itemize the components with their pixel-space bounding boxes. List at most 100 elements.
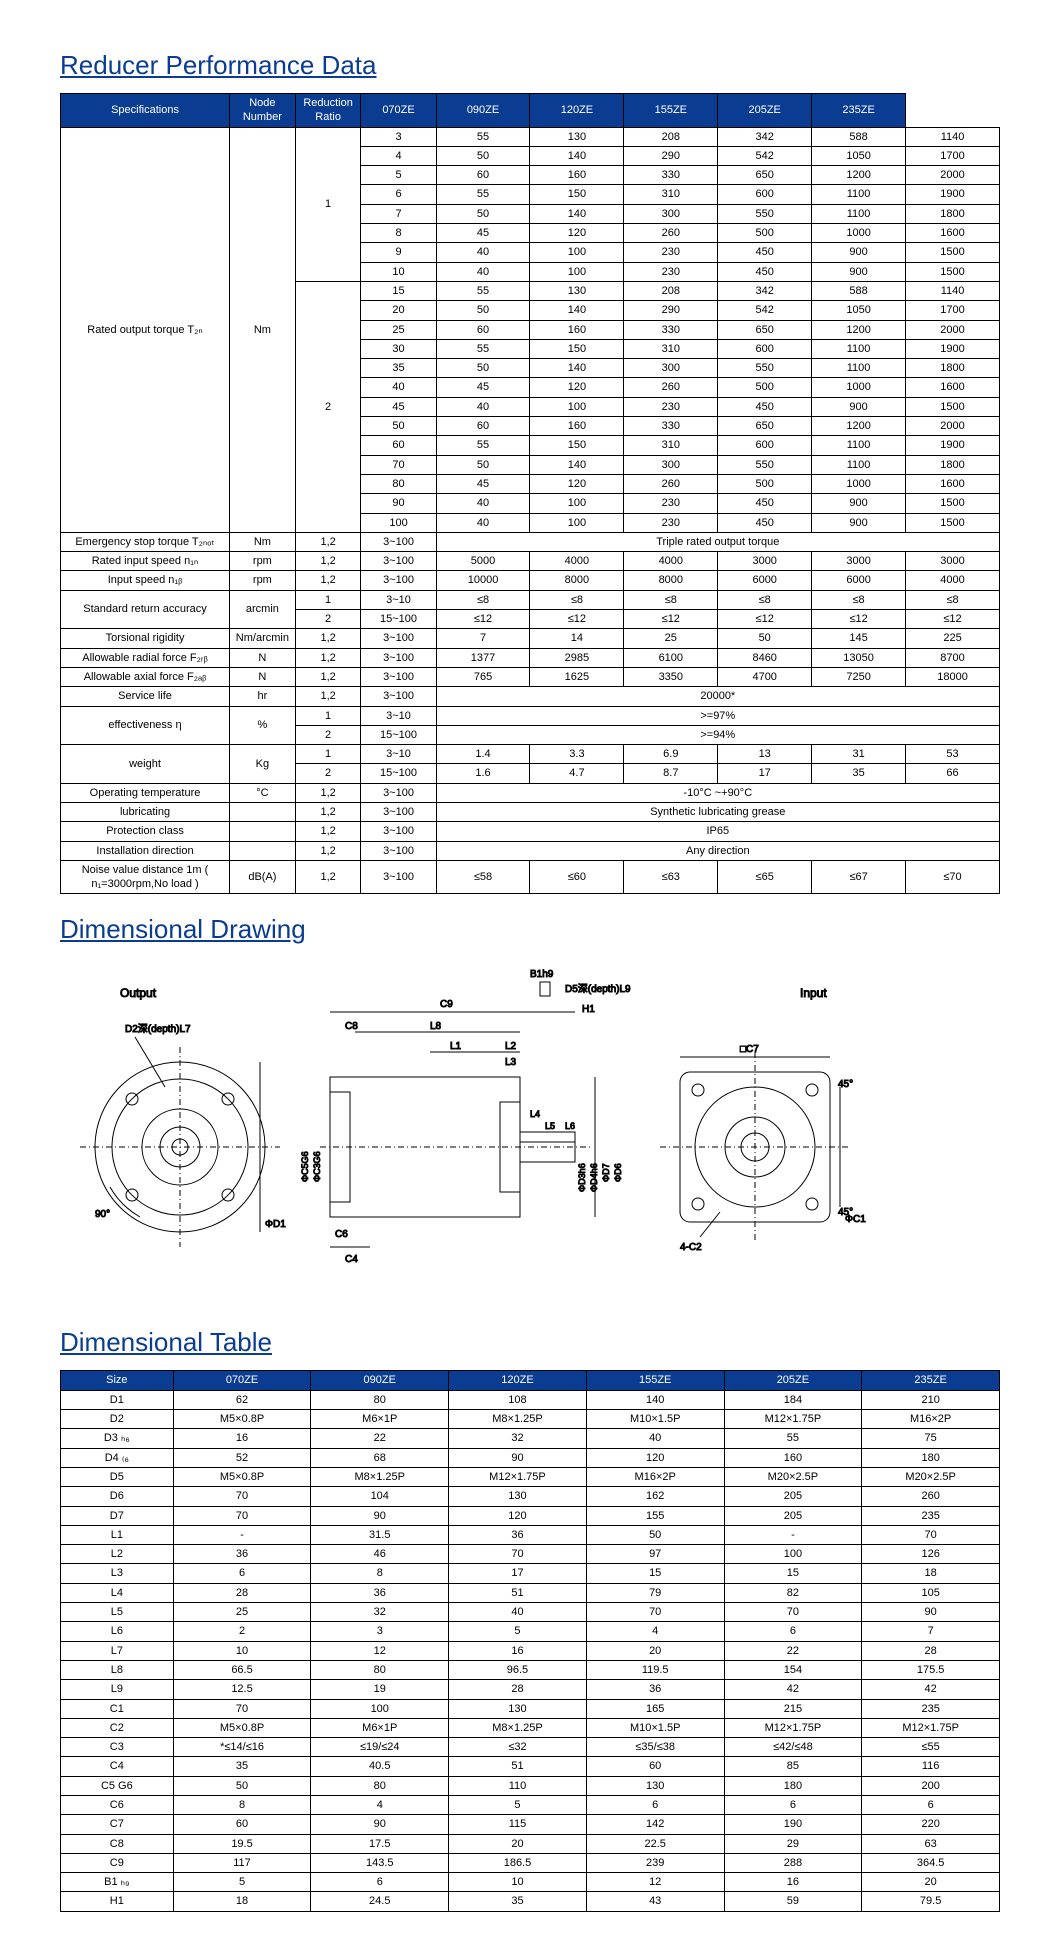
val-cell: 230 [624, 397, 718, 416]
ratio-cell: 3~100 [361, 552, 436, 571]
val-cell: 120 [530, 224, 624, 243]
val-cell: 1.6 [436, 764, 530, 783]
dim-cell: 51 [449, 1757, 587, 1776]
dim-row: C6845666 [61, 1796, 1000, 1815]
val-cell: ≤12 [812, 610, 906, 629]
val-cell: 2000 [906, 417, 1000, 436]
val-cell: 1100 [812, 455, 906, 474]
val-cell: 542 [718, 146, 812, 165]
dim-cell: M5×0.8P [173, 1718, 311, 1737]
svg-text:ΦC3G6: ΦC3G6 [312, 1152, 322, 1183]
dim-cell: 70 [862, 1525, 1000, 1544]
dim-cell: 100 [724, 1545, 862, 1564]
val-cell: 6000 [718, 571, 812, 590]
dim-cell: 32 [449, 1429, 587, 1448]
dim-row: D4 ₍₆526890120160180 [61, 1448, 1000, 1467]
ratio-cell: 3~100 [361, 667, 436, 686]
node-cell: 1,2 [295, 860, 361, 894]
svg-text:H1: H1 [582, 1004, 595, 1015]
val-cell: 1140 [906, 127, 1000, 146]
dim-cell: 22 [311, 1429, 449, 1448]
unit-cell: Nm [230, 532, 296, 551]
val-cell: 208 [624, 281, 718, 300]
dim-cell: 175.5 [862, 1660, 1000, 1679]
span-cell: Any direction [436, 841, 999, 860]
val-cell: 1050 [812, 146, 906, 165]
val-cell: 7 [361, 204, 436, 223]
dim-cell: 2 [173, 1622, 311, 1641]
val-cell: 6000 [812, 571, 906, 590]
val-cell: 600 [718, 436, 812, 455]
ratio-cell: 3~10 [361, 590, 436, 609]
val-cell: 35 [812, 764, 906, 783]
val-cell: 4000 [906, 571, 1000, 590]
dim-cell: 60 [586, 1757, 724, 1776]
node-cell: 1,2 [295, 822, 361, 841]
dim-cell: 5 [449, 1796, 587, 1815]
val-cell: 2000 [906, 166, 1000, 185]
val-cell: 290 [624, 301, 718, 320]
node-cell: 2 [295, 281, 361, 532]
span-cell: >=94% [436, 725, 999, 744]
dim-cell: M6×1P [311, 1410, 449, 1429]
val-cell: 3 [361, 127, 436, 146]
ratio-cell: 3~100 [361, 532, 436, 551]
val-cell: 1900 [906, 339, 1000, 358]
dim-cell: 79 [586, 1583, 724, 1602]
val-cell: 342 [718, 127, 812, 146]
unit-cell: hr [230, 687, 296, 706]
val-cell: 140 [530, 204, 624, 223]
val-cell: 1000 [812, 378, 906, 397]
val-cell: 2000 [906, 320, 1000, 339]
val-cell: 45 [361, 397, 436, 416]
dim-cell: 82 [724, 1583, 862, 1602]
span-cell: Synthetic lubricating grease [436, 802, 999, 821]
val-cell: 310 [624, 185, 718, 204]
svg-text:ΦC5G6: ΦC5G6 [300, 1152, 310, 1183]
perf-row: lubricating1,23~100Synthetic lubricating… [61, 802, 1000, 821]
dim-th: 205ZE [724, 1371, 862, 1390]
val-cell: ≤8 [530, 590, 624, 609]
spec-cell: Rated input speed n₁ₙ [61, 552, 230, 571]
dim-cell: 4 [586, 1622, 724, 1641]
dim-row: B1 ₕ₉5610121620 [61, 1873, 1000, 1892]
node-cell: 1,2 [295, 687, 361, 706]
perf-row: Installation direction1,23~100Any direct… [61, 841, 1000, 860]
dim-cell: M5×0.8P [173, 1467, 311, 1486]
dim-cell: M20×2.5P [862, 1467, 1000, 1486]
val-cell: 60 [436, 320, 530, 339]
span-cell: Triple rated output torque [436, 532, 999, 551]
dim-cell: 24.5 [311, 1892, 449, 1911]
val-cell: 25 [624, 629, 718, 648]
th-model-2: 120ZE [530, 94, 624, 128]
dim-cell: L5 [61, 1603, 174, 1622]
val-cell: 25 [361, 320, 436, 339]
dim-cell: 36 [311, 1583, 449, 1602]
val-cell: 1600 [906, 224, 1000, 243]
dim-cell: 20 [449, 1834, 587, 1853]
dim-cell: 260 [862, 1487, 1000, 1506]
val-cell: ≤70 [906, 860, 1000, 894]
dim-cell: 79.5 [862, 1892, 1000, 1911]
ratio-cell: 3~100 [361, 571, 436, 590]
svg-text:C4: C4 [345, 1254, 358, 1265]
dim-row: L42836517982105 [61, 1583, 1000, 1602]
val-cell: 40 [436, 513, 530, 532]
val-cell: 55 [436, 281, 530, 300]
val-cell: 120 [530, 378, 624, 397]
dim-cell: C4 [61, 1757, 174, 1776]
dim-cell: 31.5 [311, 1525, 449, 1544]
val-cell: 1100 [812, 204, 906, 223]
val-cell: ≤8 [906, 590, 1000, 609]
node-cell: 1 [295, 706, 361, 725]
dim-cell: 36 [586, 1680, 724, 1699]
svg-text:C8: C8 [345, 1021, 358, 1032]
svg-text:L2: L2 [505, 1041, 517, 1052]
val-cell: 230 [624, 262, 718, 281]
dim-cell: M12×1.75P [724, 1410, 862, 1429]
dim-cell: D5 [61, 1467, 174, 1486]
dim-row: D3 ₕ₆162232405575 [61, 1429, 1000, 1448]
val-cell: 1500 [906, 513, 1000, 532]
dim-cell: 70 [173, 1487, 311, 1506]
dim-cell: 28 [449, 1680, 587, 1699]
